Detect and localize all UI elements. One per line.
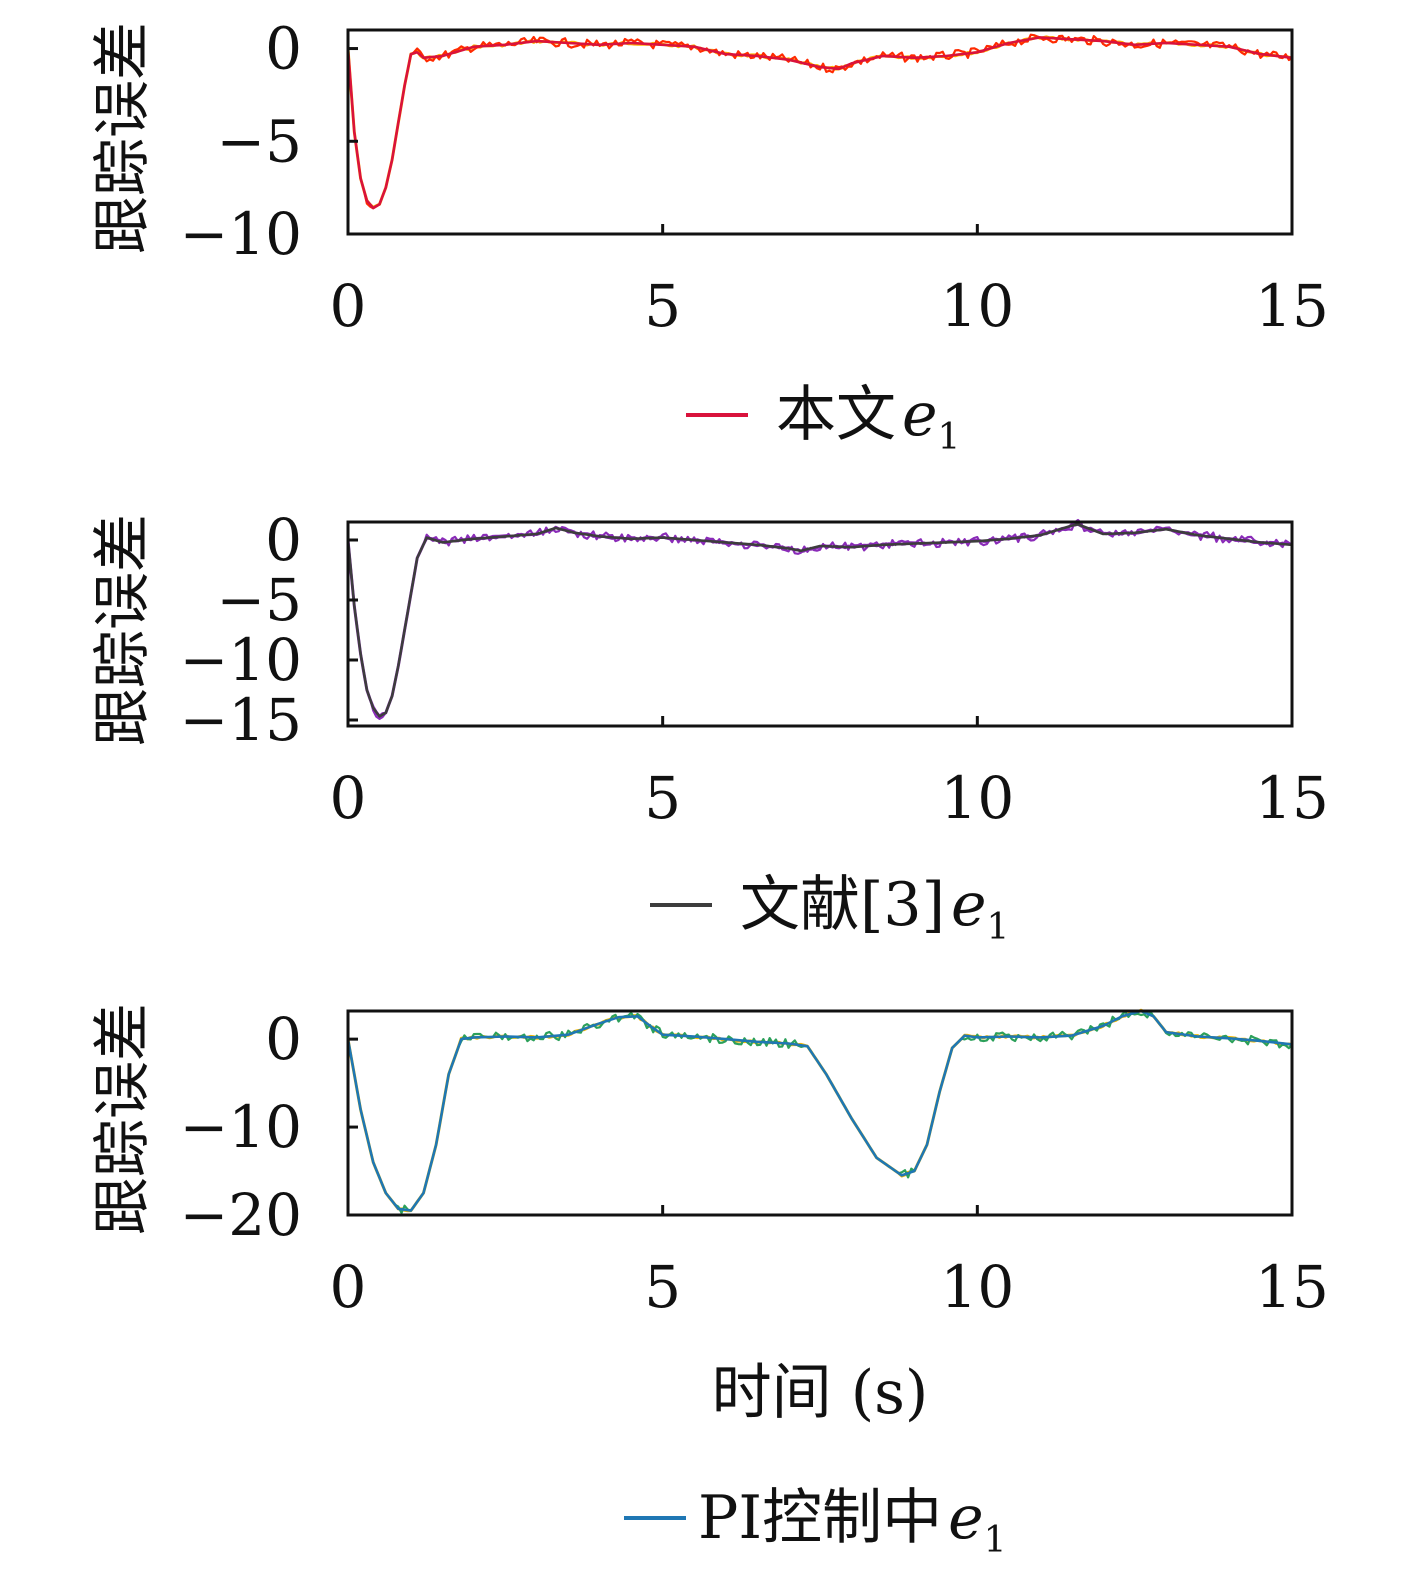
legend-symbol: e — [951, 870, 987, 940]
y-tick-label: −5 — [217, 566, 303, 634]
y-axis-label: 跟踪误差 — [88, 22, 156, 254]
series-line-accent — [346, 522, 1293, 718]
legend-subscript: 1 — [984, 1520, 1007, 1561]
y-tick-label: −5 — [217, 107, 303, 175]
x-tick-label: 10 — [940, 1253, 1014, 1321]
legend-subscript: 1 — [938, 417, 961, 458]
y-axis-label: 跟踪误差 — [88, 1003, 156, 1235]
series-line-accent — [346, 35, 1293, 209]
x-tick-label: 0 — [330, 764, 367, 832]
legend: 文献[3] e1 — [650, 870, 1009, 948]
series-line-noise — [346, 1010, 1293, 1215]
y-tick-label: −15 — [180, 686, 302, 754]
series-line — [346, 523, 1293, 718]
x-tick-label: 5 — [644, 764, 681, 832]
legend-symbol: e — [902, 380, 938, 450]
y-tick-label: 0 — [265, 15, 302, 83]
legend-symbol: e — [948, 1483, 984, 1553]
series-line-noise — [346, 33, 1293, 210]
x-tick-label: 5 — [644, 272, 681, 340]
legend-subscript: 1 — [987, 907, 1010, 948]
series-line-accent — [346, 1008, 1293, 1213]
legend-label: 文献[3] e1 — [740, 870, 1009, 948]
legend: PI控制中 e1 — [624, 1483, 1007, 1561]
x-tick-label: 10 — [940, 272, 1014, 340]
y-tick-label: −10 — [180, 200, 302, 268]
legend-label: PI控制中 e1 — [698, 1483, 1007, 1561]
series-line-noise — [346, 518, 1293, 721]
x-tick-label: 10 — [940, 764, 1014, 832]
legend-label-text: 本文 — [776, 380, 896, 450]
legend-label-text: PI控制中 — [698, 1483, 942, 1553]
x-tick-label: 15 — [1255, 1253, 1329, 1321]
x-tick-label: 0 — [330, 272, 367, 340]
x-tick-label: 15 — [1255, 764, 1329, 832]
legend: 本文 e1 — [686, 380, 960, 458]
y-tick-label: −10 — [180, 626, 302, 694]
y-tick-label: 0 — [265, 1005, 302, 1073]
x-axis-label: 时间 (s) — [712, 1358, 929, 1428]
plot-frame — [346, 1009, 1294, 1217]
y-tick-label: −20 — [180, 1181, 302, 1249]
legend-label: 本文 e1 — [776, 380, 960, 458]
series-line — [346, 36, 1293, 210]
series-line — [346, 1009, 1293, 1212]
x-tick-label: 0 — [330, 1253, 367, 1321]
x-tick-label: 5 — [644, 1253, 681, 1321]
y-axis-label: 跟踪误差 — [88, 514, 156, 746]
y-tick-label: 0 — [265, 506, 302, 574]
legend-label-text: 文献[3] — [740, 870, 945, 940]
x-tick-label: 15 — [1255, 272, 1329, 340]
plot-frame — [346, 520, 1294, 728]
y-tick-label: −10 — [180, 1093, 302, 1161]
plot-frame — [346, 28, 1294, 236]
